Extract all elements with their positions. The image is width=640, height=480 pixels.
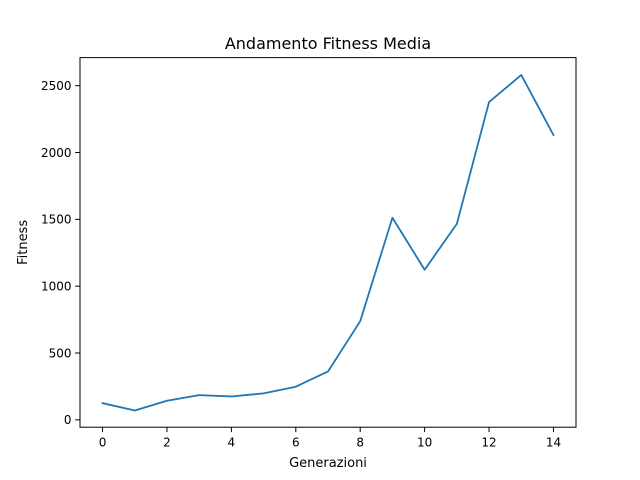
y-tick-label: 1500 — [41, 213, 72, 227]
x-tick-label: 6 — [292, 436, 300, 450]
y-tick-label: 0 — [64, 413, 72, 427]
y-tick-label: 2000 — [41, 146, 72, 160]
series-line — [101, 74, 555, 412]
plot-area — [79, 57, 577, 428]
x-tick-label: 12 — [481, 436, 496, 450]
y-axis-ticks: 0 500 1000 1500 2000 2500 — [41, 79, 80, 427]
x-tick-label: 10 — [417, 436, 432, 450]
x-axis-label: Generazioni — [289, 456, 367, 471]
x-tick-label: 14 — [546, 436, 561, 450]
x-tick-label: 4 — [228, 436, 236, 450]
plot-frame — [79, 57, 577, 428]
y-axis-label: Fitness — [16, 220, 31, 265]
x-tick-label: 2 — [163, 436, 171, 450]
x-axis-ticks: 0 2 4 6 8 10 12 14 — [99, 427, 561, 450]
x-tick-label: 0 — [99, 436, 107, 450]
y-tick-label: 1000 — [41, 279, 72, 293]
chart-title: Andamento Fitness Media — [225, 34, 431, 53]
x-tick-label: 8 — [356, 436, 364, 450]
y-tick-label: 2500 — [41, 79, 72, 93]
y-tick-label: 500 — [49, 346, 72, 360]
